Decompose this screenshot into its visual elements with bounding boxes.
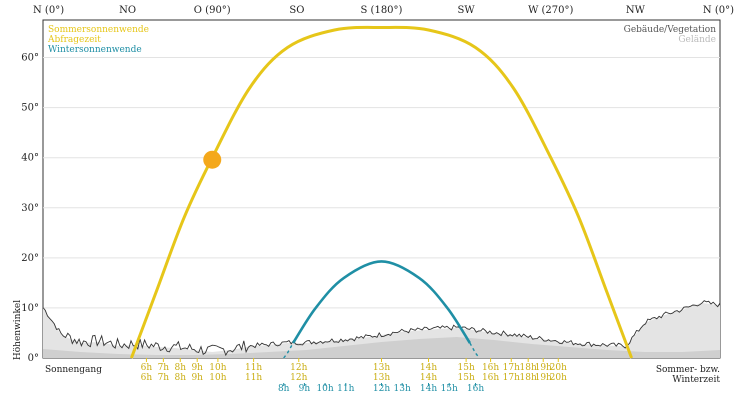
hour-label-summer: 11h xyxy=(245,363,262,373)
hour-label-summer: 13h xyxy=(373,363,390,373)
summer-solstice-path xyxy=(129,25,634,359)
hour-label-summer-second-row: 7h xyxy=(158,373,170,383)
compass-label: NW xyxy=(626,5,646,16)
hour-label-summer: 7h xyxy=(158,363,170,373)
terrain-area xyxy=(43,337,720,358)
hour-label-summer: 18h xyxy=(520,363,537,373)
hour-label-winter: 10h xyxy=(316,384,333,394)
compass-label: N (0°) xyxy=(703,5,734,16)
time-mode-label: Sommer- bzw. xyxy=(656,365,720,375)
y-axis-title: Höhenwinkel xyxy=(13,300,23,360)
hour-label-summer: 19h xyxy=(535,363,552,373)
sun-paths xyxy=(129,25,634,359)
hour-label-summer-second-row: 20h xyxy=(550,373,567,383)
hour-label-summer-second-row: 9h xyxy=(191,373,203,383)
compass-label: NO xyxy=(119,5,136,16)
legend-left-entry: Abfragezeit xyxy=(47,35,101,45)
hour-label-summer-second-row: 18h xyxy=(520,373,537,383)
hour-label-winter: 12h xyxy=(373,384,390,394)
hour-label-summer: 16h xyxy=(482,363,499,373)
hour-label-summer-second-row: 10h xyxy=(209,373,226,383)
y-tick-label: 20° xyxy=(21,253,39,264)
time-mode-label: Winterzeit xyxy=(672,375,720,385)
hour-label-summer: 6h xyxy=(141,363,153,373)
y-tick-label: 10° xyxy=(21,303,39,314)
current-sun-marker xyxy=(203,150,222,169)
hour-label-summer-second-row: 14h xyxy=(420,373,437,383)
y-tick-label: 50° xyxy=(21,103,39,114)
winter-path-dashed-start xyxy=(283,342,294,359)
chart-labels: 0° 10° 20° 30° 40° 50° 60° N (0°) NO O (90°) SO S (… xyxy=(13,5,734,394)
vegetation-area xyxy=(43,302,720,358)
legend-right-entry: Gebäude/Vegetation xyxy=(624,25,717,35)
y-tick-label: 30° xyxy=(21,203,39,214)
terrain-profile xyxy=(42,300,721,358)
hour-label-summer: 17h xyxy=(503,363,520,373)
hour-label-summer-second-row: 17h xyxy=(503,373,520,383)
plot-frame xyxy=(42,19,721,359)
hour-label-summer: 20h xyxy=(550,363,567,373)
hour-label-summer: 12h xyxy=(290,363,307,373)
hour-label-summer-second-row: 19h xyxy=(535,373,552,383)
y-tick-label: 60° xyxy=(21,53,39,64)
hour-label-summer-second-row: 6h xyxy=(141,373,153,383)
legend-right-entry: Gelände xyxy=(678,35,716,45)
y-tick-label: 40° xyxy=(21,153,39,164)
hour-label-summer-second-row: 8h xyxy=(175,373,187,383)
hour-label-winter: 13h xyxy=(394,384,411,394)
compass-label: SO xyxy=(289,5,304,16)
compass-label: O (90°) xyxy=(194,5,231,16)
hour-label-summer: 10h xyxy=(209,363,226,373)
hour-label-summer: 15h xyxy=(458,363,475,373)
hour-label-winter: 14h xyxy=(420,384,437,394)
hour-label-winter: 9h xyxy=(299,384,311,394)
winter-solstice-path xyxy=(292,260,471,344)
legend-left-entry: Sommersonnenwende xyxy=(48,25,149,35)
hour-label-summer-second-row: 15h xyxy=(458,373,475,383)
compass-label: N (0°) xyxy=(33,5,64,16)
sonnengang-label: Sonnengang xyxy=(45,365,102,375)
y-tick-label: 0° xyxy=(28,353,39,364)
compass-label: W (270°) xyxy=(528,5,573,16)
hour-label-winter: 16h xyxy=(467,384,484,394)
hour-label-summer-second-row: 11h xyxy=(245,373,262,383)
hour-label-winter: 11h xyxy=(337,384,354,394)
hour-label-summer-second-row: 13h xyxy=(373,373,390,383)
hour-label-summer: 9h xyxy=(191,363,203,373)
vegetation-outline xyxy=(42,300,721,357)
hour-label-winter: 15h xyxy=(441,384,458,394)
hour-label-summer: 8h xyxy=(175,363,187,373)
grid xyxy=(43,57,720,309)
hour-label-summer-second-row: 16h xyxy=(482,373,499,383)
compass-label: SW xyxy=(458,5,476,16)
hour-label-winter: 8h xyxy=(278,384,290,394)
compass-label: S (180°) xyxy=(361,5,403,16)
legend-left-entry: Wintersonnenwende xyxy=(48,45,142,55)
hour-label-summer-second-row: 12h xyxy=(290,373,307,383)
hour-label-summer: 14h xyxy=(420,363,437,373)
